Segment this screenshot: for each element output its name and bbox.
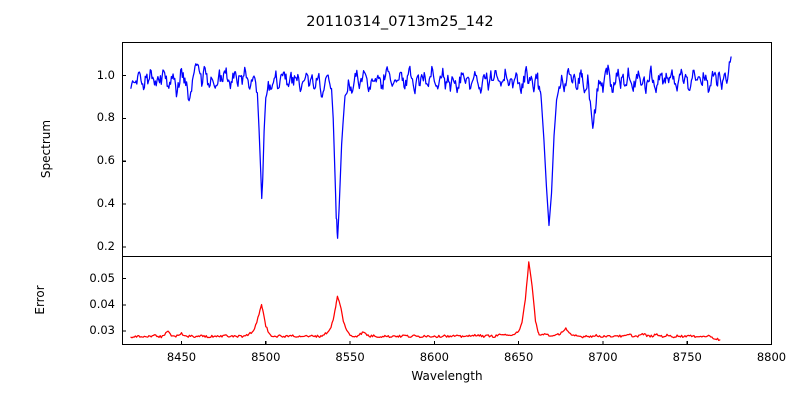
x-tick-label: 8450 xyxy=(166,349,197,364)
x-tick-label: 8600 xyxy=(419,349,449,364)
x-tick-label: 8800 xyxy=(756,349,787,364)
spectrum-trace xyxy=(130,56,732,239)
y-tick-label-spectrum: 0.4 xyxy=(96,196,115,211)
error-panel-frame xyxy=(121,255,773,346)
x-tick-label: 8550 xyxy=(335,349,365,364)
y-tick-label-spectrum: 0.2 xyxy=(96,238,115,253)
y-tick-label-spectrum: 0.8 xyxy=(96,110,115,125)
x-tick-label: 8500 xyxy=(251,349,281,364)
y-tick-label-spectrum: 1.0 xyxy=(96,67,115,82)
y-tick-label-spectrum: 0.6 xyxy=(96,153,115,168)
figure-title: 20110314_0713m25_142 xyxy=(306,14,494,30)
y-tick-label-error: 0.04 xyxy=(89,296,115,311)
y-tick-label-error: 0.05 xyxy=(89,270,115,285)
y-axis-label-spectrum: Spectrum xyxy=(39,119,53,178)
x-tick-label: 8750 xyxy=(672,349,702,364)
x-axis-label-wavelength: Wavelength xyxy=(411,368,483,383)
x-tick-label: 8700 xyxy=(588,349,618,364)
y-axis-label-error: Error xyxy=(33,284,47,315)
x-tick-label: 8650 xyxy=(504,349,534,364)
error-trace xyxy=(130,261,721,342)
y-tick-label-error: 0.03 xyxy=(89,322,115,337)
